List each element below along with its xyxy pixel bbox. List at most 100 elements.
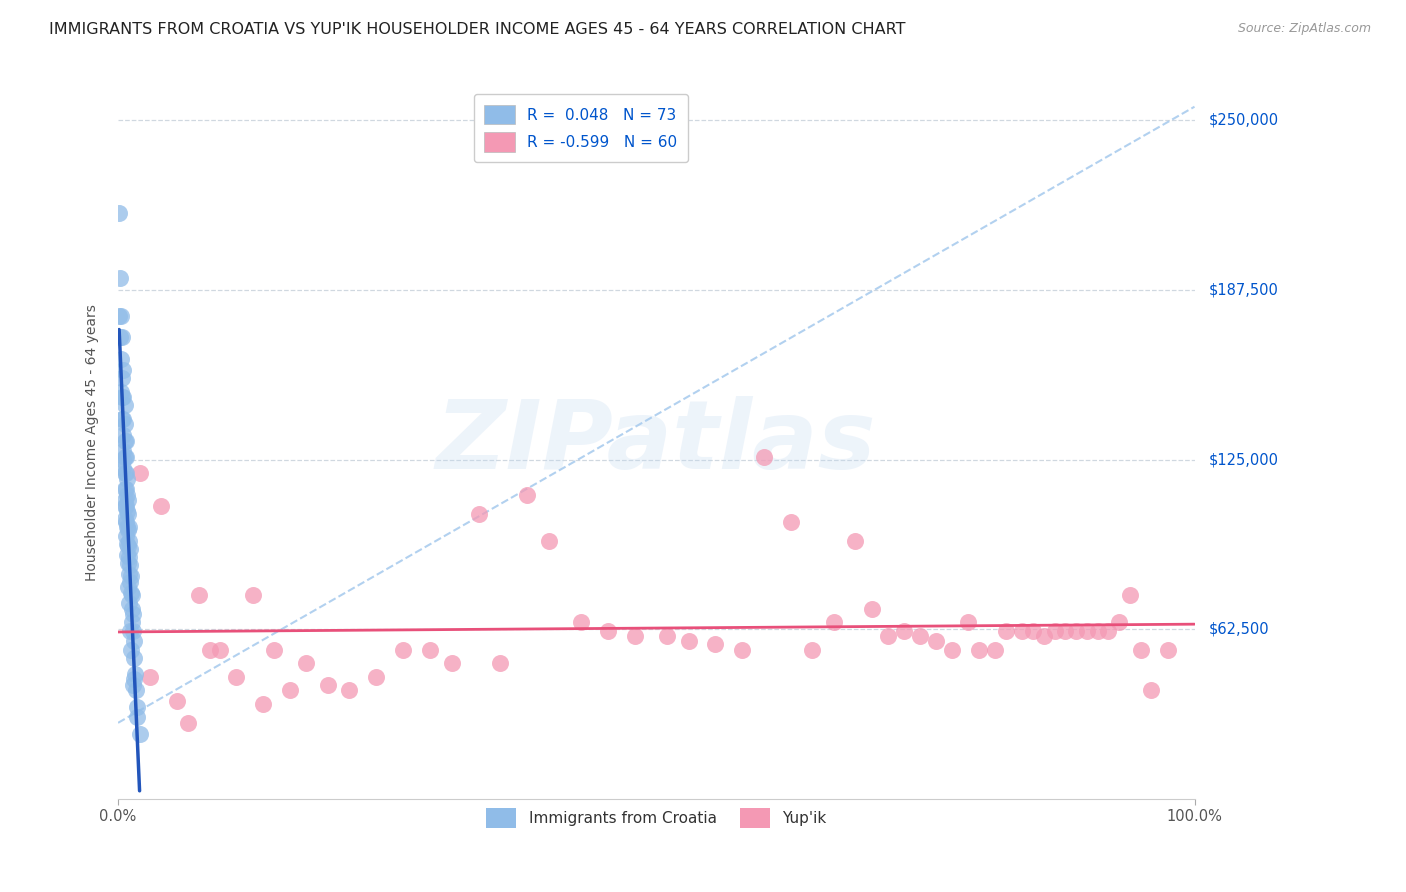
Point [1129, 642, 1152, 657]
Point [112, 452, 135, 467]
Point [1119, 588, 1142, 602]
Point [860, 602, 883, 616]
Point [114, 528, 136, 542]
Point [263, 642, 285, 657]
Point [122, 624, 145, 638]
Point [122, 650, 145, 665]
Point [1064, 624, 1087, 638]
Point [876, 629, 898, 643]
Point [150, 499, 173, 513]
Point [1097, 624, 1119, 638]
Point [114, 499, 136, 513]
Point [1076, 624, 1098, 638]
Point [110, 352, 132, 367]
Point [537, 533, 560, 548]
Point [120, 585, 142, 599]
Point [110, 309, 132, 323]
Point [823, 615, 845, 630]
Point [419, 642, 441, 657]
Point [117, 556, 139, 570]
Point [252, 697, 274, 711]
Text: $250,000: $250,000 [1208, 112, 1278, 128]
Point [115, 504, 138, 518]
Point [801, 642, 824, 657]
Point [118, 542, 141, 557]
Point [122, 673, 145, 687]
Point [844, 533, 866, 548]
Point [115, 471, 138, 485]
Point [114, 493, 136, 508]
Point [114, 483, 136, 497]
Point [118, 550, 141, 565]
Point [114, 434, 136, 448]
Point [957, 615, 980, 630]
Point [242, 588, 264, 602]
Point [118, 574, 141, 589]
Point [127, 699, 149, 714]
Legend: Immigrants from Croatia, Yup'ik: Immigrants from Croatia, Yup'ik [479, 802, 832, 834]
Point [166, 694, 188, 708]
Point [779, 515, 801, 529]
Point [655, 629, 678, 643]
Point [467, 507, 489, 521]
Point [731, 642, 754, 657]
Point [112, 412, 135, 426]
Point [366, 670, 388, 684]
Point [114, 417, 136, 432]
Point [114, 466, 136, 480]
Point [1043, 624, 1066, 638]
Point [339, 683, 361, 698]
Point [118, 624, 141, 638]
Point [110, 384, 132, 399]
Point [122, 634, 145, 648]
Point [118, 566, 141, 581]
Point [1108, 615, 1130, 630]
Text: $62,500: $62,500 [1208, 622, 1270, 637]
Point [108, 270, 131, 285]
Point [117, 523, 139, 537]
Point [125, 683, 148, 698]
Point [1032, 629, 1054, 643]
Point [112, 390, 135, 404]
Point [752, 450, 775, 464]
Point [967, 642, 990, 657]
Point [489, 656, 512, 670]
Point [1022, 624, 1045, 638]
Point [908, 629, 931, 643]
Point [198, 642, 221, 657]
Point [111, 330, 134, 344]
Point [516, 488, 538, 502]
Text: $187,500: $187,500 [1208, 283, 1278, 297]
Point [1156, 642, 1178, 657]
Point [893, 624, 915, 638]
Point [114, 515, 136, 529]
Point [108, 330, 131, 344]
Point [678, 634, 700, 648]
Point [124, 667, 146, 681]
Point [128, 727, 150, 741]
Point [225, 670, 247, 684]
Point [114, 512, 136, 526]
Text: IMMIGRANTS FROM CROATIA VS YUP'IK HOUSEHOLDER INCOME AGES 45 - 64 YEARS CORRELAT: IMMIGRANTS FROM CROATIA VS YUP'IK HOUSEH… [49, 22, 905, 37]
Point [114, 466, 136, 480]
Point [112, 428, 135, 442]
Point [316, 678, 339, 692]
Point [115, 537, 138, 551]
Point [118, 558, 141, 573]
Point [117, 493, 139, 508]
Point [127, 710, 149, 724]
Point [117, 540, 139, 554]
Point [111, 390, 134, 404]
Point [112, 444, 135, 458]
Point [115, 520, 138, 534]
Point [118, 533, 141, 548]
Point [1087, 624, 1109, 638]
Point [117, 507, 139, 521]
Point [120, 642, 142, 657]
Point [120, 569, 142, 583]
Point [118, 520, 141, 534]
Point [1054, 624, 1077, 638]
Point [122, 678, 145, 692]
Point [112, 363, 135, 377]
Point [941, 642, 963, 657]
